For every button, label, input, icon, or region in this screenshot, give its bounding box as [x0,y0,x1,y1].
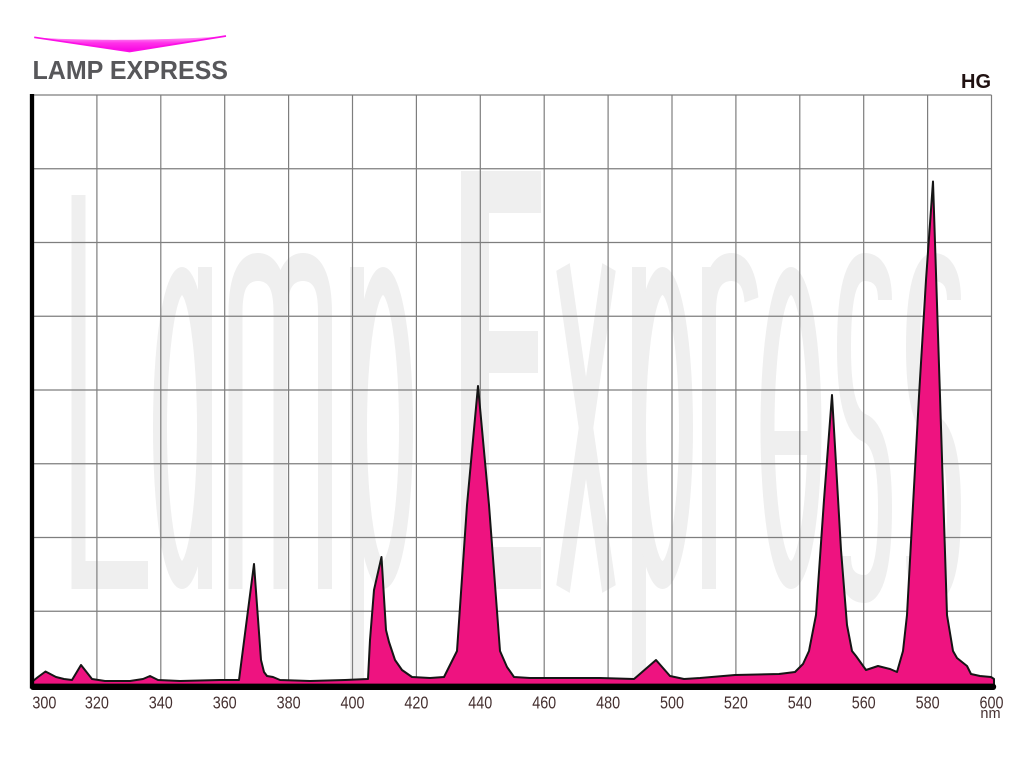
svg-text:400: 400 [341,693,365,713]
svg-text:480: 480 [596,693,620,713]
svg-text:540: 540 [788,693,812,713]
svg-text:HG: HG [961,71,991,93]
svg-text:360: 360 [213,693,237,713]
svg-text:580: 580 [916,693,940,713]
svg-text:440: 440 [468,693,492,713]
svg-text:nm: nm [980,706,1000,722]
svg-text:500: 500 [660,693,684,713]
svg-text:320: 320 [85,693,109,713]
svg-text:340: 340 [149,693,173,713]
svg-text:560: 560 [852,693,876,713]
svg-text:300: 300 [32,693,56,713]
svg-text:460: 460 [532,693,556,713]
svg-text:380: 380 [277,693,301,713]
svg-text:520: 520 [724,693,748,713]
svg-text:420: 420 [404,693,428,713]
svg-text:600: 600 [980,693,1004,713]
svg-text:LAMP EXPRESS: LAMP EXPRESS [33,55,229,85]
